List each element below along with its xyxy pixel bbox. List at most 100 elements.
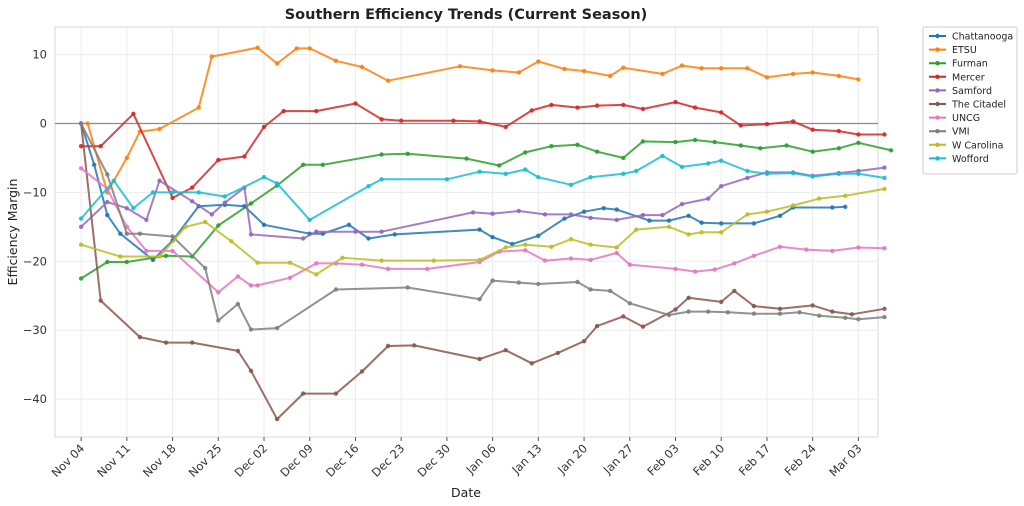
data-point (666, 312, 672, 318)
data-point (536, 233, 541, 238)
data-point (764, 171, 770, 176)
data-point (673, 99, 678, 105)
data-point (790, 119, 796, 124)
data-point (359, 64, 365, 70)
data-point (666, 224, 672, 229)
data-point (712, 139, 717, 145)
data-point (751, 221, 757, 226)
data-point (274, 325, 280, 331)
data-point (706, 161, 711, 166)
data-point (542, 258, 548, 263)
data-point (248, 283, 254, 288)
legend-swatch-marker (935, 115, 940, 120)
data-point (111, 178, 117, 183)
data-point (751, 303, 757, 309)
data-point (882, 186, 887, 192)
data-point (457, 64, 463, 69)
data-point (248, 201, 254, 206)
legend-item: Wofford (929, 154, 989, 165)
data-point (797, 310, 802, 315)
data-point (477, 297, 482, 302)
data-point (594, 149, 600, 154)
data-point (843, 204, 848, 209)
data-point (738, 143, 743, 148)
data-point (745, 66, 750, 71)
data-point (222, 194, 227, 199)
legend: Chattanooga ETSU Furman Mercer Samford The Ci… (922, 26, 1018, 175)
data-point (464, 156, 469, 161)
data-point (170, 195, 175, 201)
data-point (490, 211, 495, 216)
legend-item: UNCG (929, 113, 980, 124)
data-point (118, 254, 123, 259)
legend-item: VMI (929, 127, 970, 138)
x-axis-ticks: Nov 04 Nov 11 Nov 18 Nov 25 Dec 02 Dec 09 Dec … (49, 437, 865, 480)
data-point (248, 368, 254, 373)
data-point (477, 356, 482, 362)
data-point (163, 340, 169, 345)
data-point (588, 257, 593, 263)
data-point (196, 105, 201, 110)
data-point (392, 232, 397, 237)
data-point (581, 209, 587, 214)
data-point (660, 71, 665, 77)
legend-label: ETSU (952, 45, 977, 56)
data-point (536, 281, 541, 287)
x-tick-label: Dec 09 (277, 441, 316, 480)
data-point (588, 242, 593, 247)
data-point (385, 78, 391, 83)
data-point (699, 220, 704, 225)
data-point (274, 181, 280, 186)
data-point (190, 199, 195, 204)
data-point (843, 193, 848, 198)
data-point (359, 369, 365, 374)
data-point (340, 255, 345, 260)
legend-item: The Citadel (929, 100, 1006, 111)
data-point (686, 309, 691, 314)
data-point (843, 315, 848, 320)
data-point (549, 144, 554, 149)
data-point (366, 184, 371, 189)
series-line (80, 154, 885, 221)
data-point (510, 241, 515, 247)
data-point (725, 310, 730, 315)
data-point (882, 246, 887, 251)
data-point (216, 290, 221, 295)
data-point (222, 200, 227, 205)
data-point (124, 155, 129, 161)
data-point (353, 229, 358, 234)
data-point (124, 231, 129, 236)
data-point (157, 126, 162, 132)
data-point (242, 154, 247, 159)
series-line (80, 139, 892, 280)
data-point (301, 236, 306, 241)
y-tick-label: 10 (32, 48, 47, 62)
data-point (751, 253, 757, 258)
data-point (523, 167, 528, 172)
data-point (882, 165, 887, 170)
series-wofford (78, 153, 887, 223)
legend-item: Furman (929, 59, 988, 70)
data-point (379, 177, 384, 182)
data-point (817, 313, 822, 318)
data-point (647, 218, 652, 223)
data-point (621, 314, 626, 319)
data-point (516, 208, 521, 214)
data-point (190, 185, 195, 190)
data-point (856, 171, 861, 176)
data-point (314, 272, 319, 277)
data-point (346, 222, 352, 227)
data-point (523, 242, 528, 247)
data-point (588, 175, 593, 180)
data-point (320, 162, 325, 167)
legend-label: VMI (952, 127, 970, 138)
y-tick-label: −40 (23, 392, 47, 406)
data-point (216, 318, 221, 323)
data-point (568, 256, 574, 261)
data-point (882, 306, 887, 311)
series-samford (78, 165, 887, 241)
data-point (516, 280, 521, 285)
data-point (366, 236, 371, 241)
data-point (758, 146, 763, 151)
data-point (549, 244, 554, 249)
